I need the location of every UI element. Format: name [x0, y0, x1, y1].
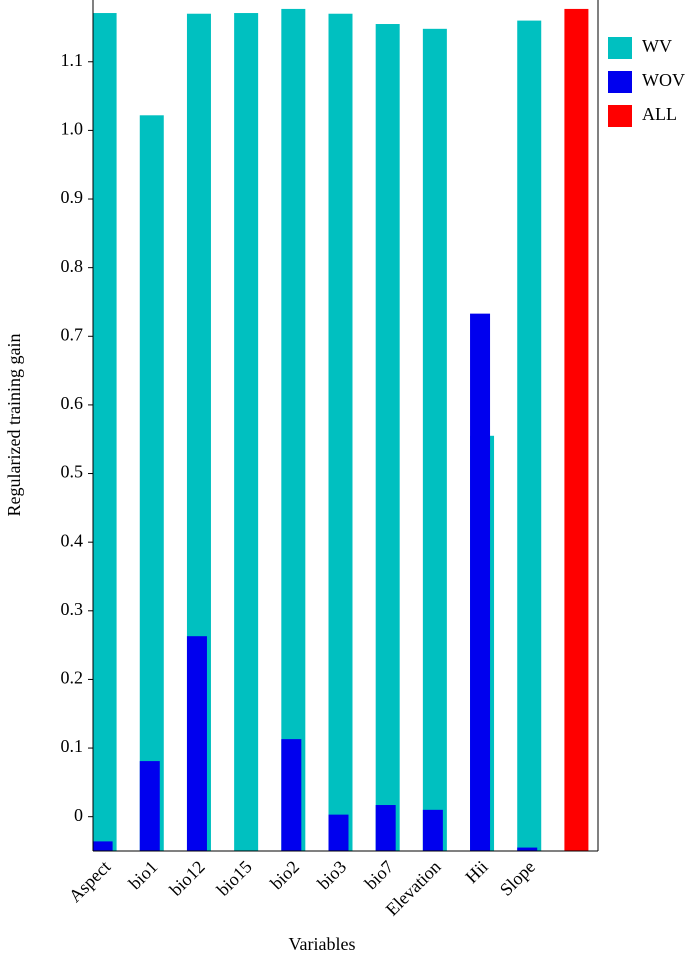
bar	[234, 13, 259, 852]
bar	[517, 847, 538, 851]
bar	[328, 814, 349, 851]
bar	[139, 761, 160, 851]
bar	[92, 841, 113, 851]
bar	[281, 8, 306, 852]
x-tick-label: Slope	[496, 857, 539, 900]
y-tick-label: 1.0	[61, 119, 84, 139]
bar	[422, 809, 443, 851]
y-tick-label: 0.2	[61, 668, 84, 688]
bar	[375, 24, 400, 852]
y-tick-label: 0.9	[61, 187, 84, 207]
bar	[186, 636, 207, 851]
bar	[281, 739, 302, 851]
legend-label: ALL	[642, 104, 677, 124]
legend-label: WV	[642, 36, 672, 56]
x-tick-label: bio15	[213, 857, 256, 900]
y-tick-label: 0.8	[61, 256, 84, 276]
y-tick-label: 0.1	[61, 736, 84, 756]
x-tick-label: bio3	[313, 857, 350, 894]
bar	[470, 313, 491, 852]
x-tick-label: bio12	[166, 857, 209, 900]
y-tick-label: 0.3	[61, 599, 84, 619]
bar	[375, 805, 396, 851]
y-axis-label: Regularized training gain	[4, 334, 24, 517]
y-tick-label: 0.5	[61, 462, 84, 482]
bar	[422, 28, 447, 851]
bar	[139, 115, 164, 852]
x-tick-label: Aspect	[65, 857, 114, 906]
x-tick-label: bio7	[361, 857, 398, 894]
y-tick-label: 0.7	[61, 324, 84, 344]
y-tick-label: 0	[74, 805, 83, 825]
legend-label: WOV	[642, 70, 685, 90]
legend-swatch	[608, 37, 632, 59]
y-tick-label: 1.1	[61, 50, 84, 70]
x-tick-label: bio1	[125, 857, 162, 894]
x-tick-label: bio2	[266, 857, 303, 894]
y-tick-label: 0.6	[61, 393, 84, 413]
bar	[517, 20, 542, 852]
legend-swatch	[608, 71, 632, 93]
bar	[92, 13, 117, 852]
x-tick-label: Hii	[461, 857, 491, 887]
bar	[328, 13, 353, 851]
legend-swatch	[608, 105, 632, 127]
y-tick-label: 0.4	[61, 530, 84, 550]
bar	[564, 8, 589, 852]
x-axis-label: Variables	[289, 934, 356, 954]
